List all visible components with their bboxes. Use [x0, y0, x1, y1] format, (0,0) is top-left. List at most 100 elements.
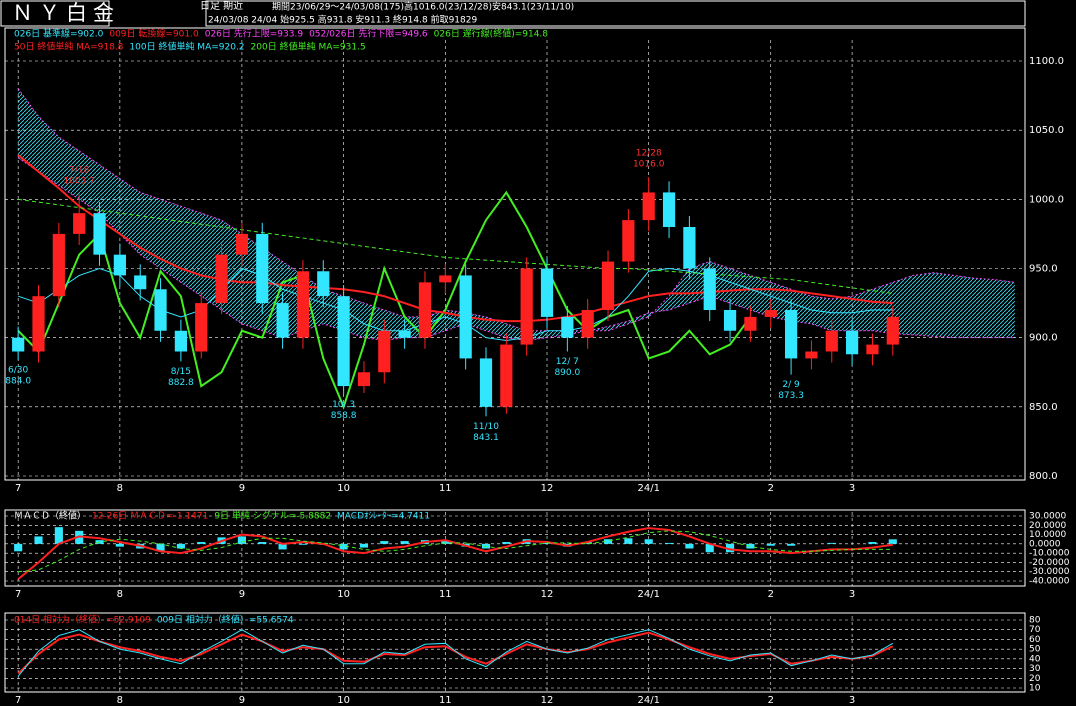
- annotation-value: 884.0: [5, 376, 31, 386]
- legend-entry: ＭＡＣＤ（終値）: [14, 510, 86, 522]
- chart-title: ＮＹ白金: [12, 1, 120, 25]
- period: 期間23/06/29～24/03/08(175)高1016.0(23/12/28…: [272, 1, 574, 13]
- candle-body: [93, 213, 106, 255]
- candle-body: [784, 310, 798, 359]
- candle-body: [439, 275, 452, 283]
- osc-bar: [868, 542, 877, 544]
- osc-bar: [746, 543, 755, 549]
- y-tick-label: 20: [1029, 674, 1041, 684]
- y-tick-label: -20.0000: [1029, 558, 1070, 568]
- candle-body: [540, 268, 554, 317]
- x-tick-label: 24/1: [637, 483, 659, 494]
- legend-entry: 026日 先行上限=933.9: [205, 28, 304, 40]
- annotation-date: 7/18: [69, 166, 89, 176]
- annotation-value: 890.0: [554, 368, 580, 378]
- annotation-value: 1003.7: [63, 177, 95, 187]
- x-tick-label: 8: [117, 483, 123, 494]
- series-line: [18, 198, 893, 294]
- y-tick-label: -10.0000: [1029, 549, 1070, 559]
- osc-bar: [827, 542, 836, 544]
- y-tick-label: 10.0000: [1029, 530, 1066, 540]
- quote: 24/03/08 24/04 始925.5 高931.8 安911.3 終914…: [208, 14, 477, 26]
- osc-bar: [176, 543, 185, 549]
- candle-body: [398, 330, 411, 338]
- legend-entry: MACDｵｼﾚｰﾀｰ=4.7411: [337, 511, 430, 522]
- candle-body: [317, 271, 330, 297]
- candle-body: [622, 220, 635, 262]
- osc-bar: [34, 536, 43, 544]
- annotation-value: 1016.0: [633, 160, 665, 170]
- x-tick-label: 9: [239, 483, 245, 494]
- candle-body: [378, 330, 391, 373]
- y-tick-label: 20.0000: [1029, 521, 1066, 531]
- legend-entry: 100日 終値単純 MA=920.2: [129, 41, 244, 53]
- annotation-date: 12/ 7: [556, 357, 579, 367]
- info-box: [205, 0, 1026, 27]
- legend-entry: 009日 転換線=901.0: [109, 28, 199, 40]
- osc-bar: [197, 542, 206, 544]
- legend-entry: 9日 単純 シグナル=-5.8882: [214, 510, 331, 522]
- macd-frame: [4, 509, 1026, 587]
- x-tick-label: 11: [439, 589, 452, 600]
- x-tick-label: 12: [541, 589, 554, 600]
- osc-bar: [624, 538, 633, 544]
- osc-bar: [14, 543, 23, 552]
- osc-bar: [888, 539, 897, 544]
- legend-entry: 052/026日 先行下限=949.6: [309, 28, 428, 40]
- y-tick-label: -40.0000: [1029, 577, 1070, 587]
- x-tick-label: 7: [15, 695, 21, 706]
- x-tick-label: 8: [117, 589, 123, 600]
- y-tick-label: 1100.0: [1029, 56, 1064, 67]
- series-line: [18, 530, 893, 573]
- series-line: [17, 190, 752, 410]
- candle-body: [32, 296, 45, 352]
- candle-body: [764, 310, 777, 317]
- osc-bar: [664, 542, 674, 544]
- candle-body: [500, 344, 513, 407]
- osc-bar: [726, 543, 735, 553]
- x-tick-label: 7: [15, 589, 21, 600]
- candle-body: [866, 344, 879, 355]
- y-tick-label: 10: [1029, 684, 1041, 694]
- x-tick-label: 10: [337, 589, 350, 600]
- candle-body: [846, 330, 859, 355]
- osc-bar: [766, 543, 775, 546]
- candle-body: [73, 213, 86, 234]
- x-tick-label: 11: [439, 483, 452, 494]
- osc-bar: [115, 543, 124, 547]
- x-tick-label: 2: [768, 589, 774, 600]
- x-tick-label: 24/1: [637, 695, 659, 706]
- candle-body: [154, 289, 167, 331]
- candle-body: [520, 268, 533, 345]
- x-tick-label: 10: [337, 695, 350, 706]
- candle-body: [337, 296, 350, 387]
- candle-body: [12, 337, 25, 352]
- legend-entry: 009日 相対力（終値）=55.6574: [157, 614, 294, 626]
- osc-bar: [156, 543, 165, 552]
- y-tick-label: 40: [1029, 654, 1041, 664]
- legend-entry: 12-26日 ＭＡＣＤ=-1.1471: [92, 511, 208, 522]
- candle-body: [195, 303, 208, 352]
- candle-body: [235, 233, 249, 255]
- osc-bar: [787, 543, 796, 546]
- y-tick-label: -30.0000: [1029, 567, 1070, 577]
- candle-body: [174, 330, 187, 352]
- candle-body: [561, 316, 574, 338]
- osc-bar: [339, 543, 348, 550]
- candle-body: [703, 268, 716, 310]
- candle-body: [581, 310, 594, 338]
- series-line: [17, 154, 893, 323]
- x-tick-label: 12: [541, 695, 554, 706]
- y-tick-label: 0.0000: [1029, 539, 1061, 549]
- candle-body: [683, 227, 696, 269]
- x-tick-label: 3: [849, 589, 855, 600]
- x-tick-label: 24/1: [637, 589, 659, 600]
- y-tick-label: 950.0: [1029, 264, 1058, 275]
- candle-body: [134, 275, 147, 290]
- y-tick-label: 1000.0: [1029, 194, 1064, 205]
- osc-bar: [258, 542, 267, 544]
- y-tick-label: 30: [1029, 664, 1041, 674]
- candle-body: [601, 261, 615, 310]
- candle-body: [662, 192, 676, 227]
